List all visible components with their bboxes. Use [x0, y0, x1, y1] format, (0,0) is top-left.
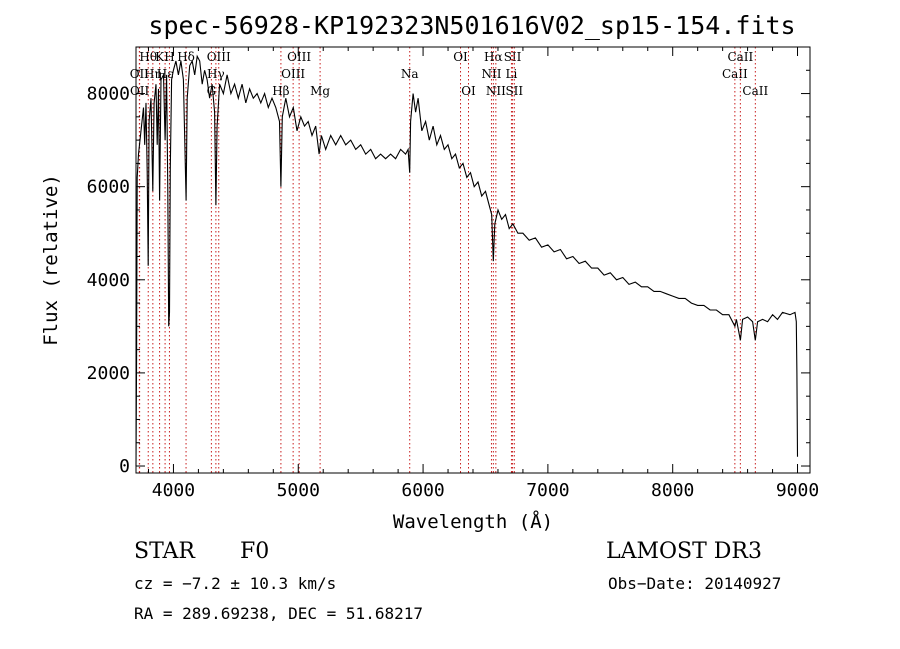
line-marker-label: OIII — [287, 50, 311, 64]
line-marker-label: CaII — [722, 67, 748, 81]
x-tick-label: 8000 — [651, 480, 694, 501]
y-tick-label: 4000 — [87, 270, 130, 291]
x-tick-label: 5000 — [277, 480, 320, 501]
line-marker-label: Mg — [310, 84, 330, 98]
line-marker-label: OIII — [281, 67, 305, 81]
line-marker-label: Hβ — [272, 84, 289, 98]
line-marker-label: SII — [505, 84, 523, 98]
line-marker-label: OI — [461, 84, 476, 98]
y-tick-label: 6000 — [87, 177, 130, 198]
line-marker-label: Hδ — [177, 50, 195, 64]
line-marker-label: SII — [504, 50, 522, 64]
y-axis-label: Flux (relative) — [40, 174, 62, 346]
line-marker-label: NII — [486, 84, 506, 98]
line-marker-label: NII — [481, 67, 501, 81]
x-tick-label: 9000 — [776, 480, 819, 501]
x-tick-label: 7000 — [526, 480, 569, 501]
line-marker-label: OI — [453, 50, 468, 64]
line-marker-label: CaII — [742, 84, 768, 98]
axis-ticks: 4000 5000 6000 7000 8000 9000 0 2000 4000 6000 800… — [87, 47, 819, 501]
line-marker-label: CaII — [727, 50, 753, 64]
subclass: F0 — [240, 539, 269, 564]
plot-frame — [135, 46, 811, 474]
line-marker-label: H — [164, 50, 174, 64]
line-marker-label: OII — [130, 67, 150, 81]
line-marker-label: Na — [401, 67, 419, 81]
chart-title: spec-56928-KP192323N501616V02_sp15-154.f… — [148, 11, 795, 40]
line-marker-label: Hη — [144, 67, 162, 81]
y-tick-label: 2000 — [87, 363, 130, 384]
x-tick-label: 6000 — [401, 480, 444, 501]
observation-date: Obs−Date: 20140927 — [608, 574, 781, 593]
line-marker-label: OIII — [207, 50, 231, 64]
line-marker-label: Hε — [157, 67, 174, 81]
line-marker-label: Hα — [484, 50, 503, 64]
line-marker-label: Li — [506, 67, 518, 81]
y-tick-label: 8000 — [87, 84, 130, 105]
coordinates: RA = 289.69238, DEC = 51.68217 — [134, 604, 423, 623]
line-marker-label: OII — [130, 84, 150, 98]
spectrum-line — [135, 54, 799, 467]
survey-name: LAMOST DR3 — [606, 539, 762, 564]
x-axis-label: Wavelength (Å) — [393, 510, 553, 533]
redshift-velocity: cz = −7.2 ± 10.3 km/s — [134, 574, 336, 593]
line-marker-label: Hγ — [207, 67, 225, 81]
x-tick-label: 4000 — [152, 480, 195, 501]
object-class: STAR — [134, 539, 196, 564]
line-marker-label: K — [155, 50, 165, 64]
y-tick-label: 0 — [119, 456, 130, 477]
